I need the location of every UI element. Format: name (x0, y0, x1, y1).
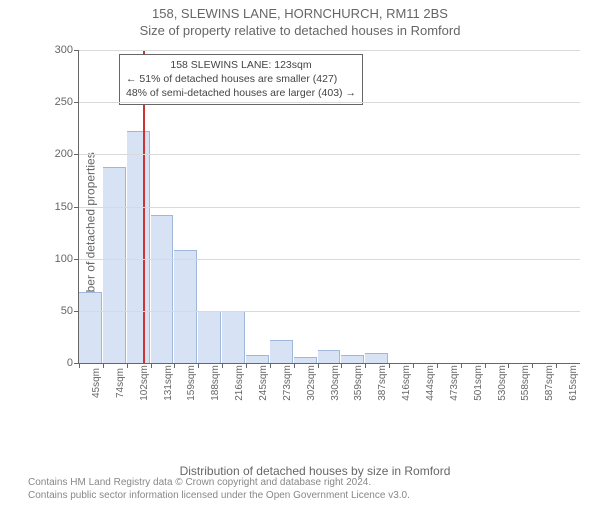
x-tick-label: 501sqm (473, 365, 484, 401)
bar (341, 355, 364, 363)
page-title-address: 158, SLEWINS LANE, HORNCHURCH, RM11 2BS (0, 6, 600, 21)
x-tick-mark (389, 363, 390, 368)
x-tick-label: 188sqm (210, 365, 221, 401)
x-tick-mark (341, 363, 342, 368)
x-tick-mark (485, 363, 486, 368)
x-tick-label: 387sqm (377, 365, 388, 401)
x-tick-mark (198, 363, 199, 368)
gridline (79, 259, 580, 260)
x-tick-mark (365, 363, 366, 368)
gridline (79, 50, 580, 51)
x-tick-mark (127, 363, 128, 368)
x-tick-label: 473sqm (449, 365, 460, 401)
bar (365, 353, 388, 363)
bar (103, 167, 126, 363)
x-tick-label: 444sqm (425, 365, 436, 401)
x-tick-mark (437, 363, 438, 368)
x-tick-mark (508, 363, 509, 368)
x-tick-mark (174, 363, 175, 368)
y-tick-mark (74, 50, 79, 51)
x-tick-label: 558sqm (520, 365, 531, 401)
x-tick-mark (246, 363, 247, 368)
histogram-chart: Number of detached properties 45sqm74sqm… (50, 50, 580, 420)
x-tick-label: 159sqm (186, 365, 197, 401)
gridline (79, 311, 580, 312)
x-tick-label: 359sqm (353, 365, 364, 401)
x-tick-mark (151, 363, 152, 368)
x-tick-label: 45sqm (91, 368, 102, 398)
x-tick-label: 416sqm (401, 365, 412, 401)
y-tick-mark (74, 259, 79, 260)
property-callout: 158 SLEWINS LANE: 123sqm← 51% of detache… (119, 54, 363, 105)
x-tick-label: 273sqm (282, 365, 293, 401)
gridline (79, 102, 580, 103)
x-tick-label: 530sqm (497, 365, 508, 401)
x-tick-mark (318, 363, 319, 368)
bar (151, 215, 174, 363)
footer-line-1: Contains HM Land Registry data © Crown c… (28, 476, 410, 489)
callout-line: ← 51% of detached houses are smaller (42… (126, 72, 356, 86)
gridline (79, 154, 580, 155)
attribution-footer: Contains HM Land Registry data © Crown c… (28, 476, 410, 502)
x-tick-mark (270, 363, 271, 368)
x-tick-label: 245sqm (258, 365, 269, 401)
x-tick-mark (532, 363, 533, 368)
gridline (79, 207, 580, 208)
bar (270, 340, 293, 363)
x-tick-label: 74sqm (115, 368, 126, 398)
y-tick-mark (74, 154, 79, 155)
x-tick-mark (413, 363, 414, 368)
y-tick-mark (74, 207, 79, 208)
bar (294, 357, 317, 363)
bar (79, 292, 102, 363)
x-tick-mark (79, 363, 80, 368)
x-tick-label: 131sqm (163, 365, 174, 401)
y-tick-mark (74, 311, 79, 312)
footer-line-2: Contains public sector information licen… (28, 489, 410, 502)
bar (127, 131, 150, 363)
x-tick-mark (222, 363, 223, 368)
callout-line: 48% of semi-detached houses are larger (… (126, 86, 356, 100)
x-tick-mark (556, 363, 557, 368)
y-tick-mark (74, 363, 79, 364)
bar (246, 355, 269, 363)
x-tick-label: 102sqm (139, 365, 150, 401)
x-tick-mark (103, 363, 104, 368)
x-tick-label: 587sqm (544, 365, 555, 401)
y-tick-mark (74, 102, 79, 103)
x-tick-mark (461, 363, 462, 368)
x-tick-mark (294, 363, 295, 368)
page-title-subtitle: Size of property relative to detached ho… (0, 23, 600, 38)
x-tick-label: 216sqm (234, 365, 245, 401)
bar (318, 350, 341, 363)
callout-line: 158 SLEWINS LANE: 123sqm (126, 58, 356, 72)
bar (174, 250, 197, 363)
bar (198, 311, 221, 363)
plot-area: 45sqm74sqm102sqm131sqm159sqm188sqm216sqm… (78, 50, 580, 364)
x-tick-label: 302sqm (306, 365, 317, 401)
x-tick-label: 330sqm (330, 365, 341, 401)
x-tick-label: 615sqm (568, 365, 579, 401)
bar (222, 311, 245, 363)
